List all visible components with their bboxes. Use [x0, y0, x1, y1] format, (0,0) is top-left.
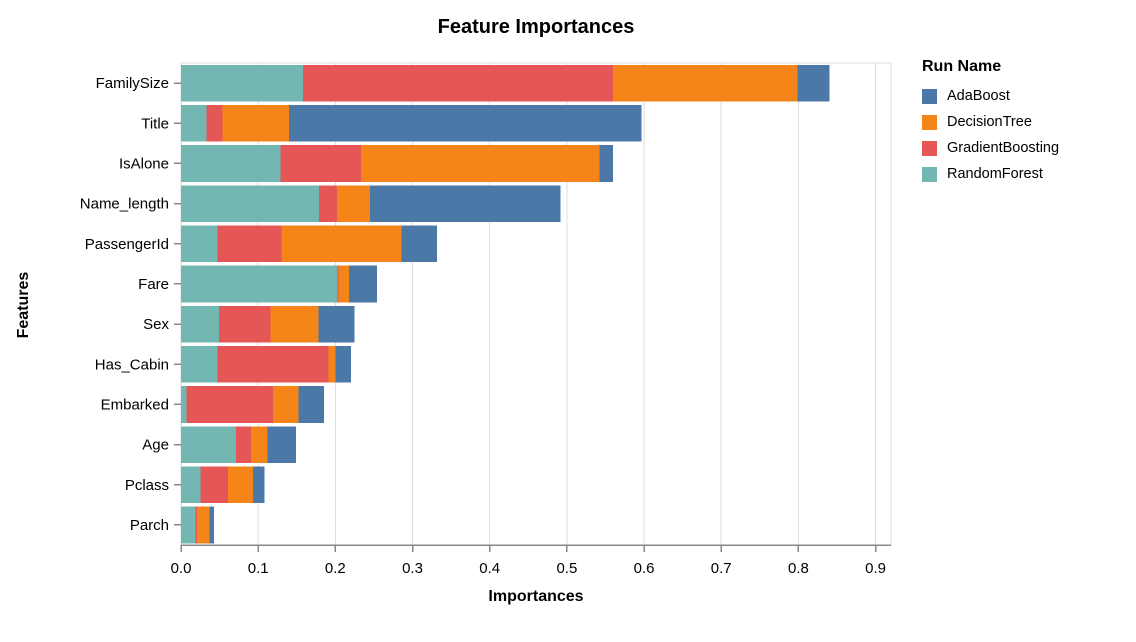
bar-segment-isalone-adaboost	[599, 145, 614, 182]
y-axis-title: Features	[15, 271, 32, 339]
bar-segment-age-gradientboosting	[235, 426, 252, 463]
bar-segment-has_cabin-adaboost	[335, 345, 351, 383]
y-category-label: Name_length	[80, 196, 169, 213]
bar-segment-title-randomforest	[181, 104, 207, 142]
y-category-label: Pclass	[125, 477, 169, 494]
y-category-label: Sex	[143, 316, 169, 333]
bar-segment-embarked-gradientboosting	[186, 386, 273, 423]
bar-segment-embarked-decisiontree	[272, 386, 299, 423]
legend-item-gradientboosting: GradientBoosting	[922, 140, 1132, 156]
x-tick-label: 0.1	[248, 560, 269, 577]
y-category-label: PassengerId	[85, 236, 169, 253]
legend-swatch-gradientboosting	[922, 140, 937, 156]
bar-segment-fare-randomforest	[181, 265, 338, 303]
x-tick-label: 0.5	[556, 560, 577, 577]
x-tick-label: 0.6	[634, 560, 655, 577]
bar-segment-pclass-randomforest	[181, 466, 201, 504]
bar-segment-familysize-randomforest	[181, 64, 303, 102]
legend-label: DecisionTree	[947, 114, 1032, 130]
bar-segment-sex-gradientboosting	[218, 305, 271, 343]
y-category-label: Fare	[138, 276, 169, 293]
x-tick-label: 0.2	[325, 560, 346, 577]
bar-segment-title-gradientboosting	[206, 104, 223, 142]
bar-segment-title-adaboost	[289, 104, 642, 142]
legend-item-decisiontree: DecisionTree	[922, 114, 1132, 130]
bar-segment-fare-adaboost	[349, 265, 378, 303]
bar-segment-isalone-gradientboosting	[280, 145, 361, 182]
x-tick-label: 0.8	[788, 560, 809, 577]
legend-items: AdaBoost DecisionTree GradientBoosting Rand…	[922, 88, 1132, 182]
bar-segment-familysize-adaboost	[797, 64, 830, 102]
bar-segment-has_cabin-randomforest	[181, 345, 218, 383]
bar-segment-has_cabin-decisiontree	[328, 345, 336, 383]
y-category-label: Parch	[130, 517, 169, 534]
bar-segment-fare-decisiontree	[338, 265, 350, 303]
x-tick-label: 0.9	[865, 560, 886, 577]
bar-segment-isalone-randomforest	[181, 145, 281, 182]
bar-segment-parch-randomforest	[181, 506, 196, 544]
bar-segment-pclass-adaboost	[252, 466, 265, 504]
bar-segment-age-adaboost	[267, 426, 296, 463]
legend-label: AdaBoost	[947, 88, 1010, 104]
y-category-label: IsAlone	[119, 155, 169, 172]
bar-segment-fare-gradientboosting	[337, 265, 339, 303]
y-category-label: FamilySize	[96, 75, 169, 92]
legend-title: Run Name	[922, 58, 1002, 75]
legend-item-randomforest: RandomForest	[922, 166, 1132, 182]
bar-segment-has_cabin-gradientboosting	[217, 345, 329, 383]
x-axis-title: Importances	[488, 588, 584, 605]
bar-segment-parch-gradientboosting	[195, 506, 198, 544]
bar-segment-sex-randomforest	[181, 305, 219, 343]
x-tick-label: 0.0	[171, 560, 192, 577]
bar-segment-pclass-decisiontree	[228, 466, 253, 504]
legend-label: RandomForest	[947, 166, 1043, 182]
bar-segment-name_length-adaboost	[370, 185, 561, 222]
legend-swatch-decisiontree	[922, 114, 937, 130]
bar-segment-passengerid-randomforest	[181, 225, 218, 263]
bar-segment-age-randomforest	[181, 426, 236, 463]
bar-segment-passengerid-decisiontree	[281, 225, 402, 263]
bar-segment-parch-adaboost	[209, 506, 215, 544]
x-tick-label: 0.3	[402, 560, 423, 577]
legend-swatch-adaboost	[922, 88, 937, 104]
bar-segment-familysize-gradientboosting	[302, 64, 614, 102]
y-category-label: Title	[141, 115, 169, 132]
legend-item-adaboost: AdaBoost	[922, 88, 1132, 104]
bar-segment-embarked-randomforest	[181, 386, 187, 423]
bar-segment-name_length-randomforest	[181, 185, 320, 222]
y-category-label: Has_Cabin	[95, 356, 169, 373]
bar-segment-passengerid-adaboost	[401, 225, 438, 263]
bar-segment-name_length-decisiontree	[336, 185, 371, 222]
x-tick-label: 0.7	[711, 560, 732, 577]
bar-segment-embarked-adaboost	[298, 386, 324, 423]
legend-label: GradientBoosting	[947, 140, 1060, 156]
bar-segment-age-decisiontree	[251, 426, 268, 463]
bar-segment-isalone-decisiontree	[360, 145, 600, 182]
bar-segment-name_length-gradientboosting	[319, 185, 337, 222]
chart-title: Feature Importances	[437, 16, 635, 38]
bar-segment-passengerid-gradientboosting	[217, 225, 282, 263]
bar-segment-pclass-gradientboosting	[200, 466, 229, 504]
bar-segment-familysize-decisiontree	[613, 64, 798, 102]
y-category-label: Embarked	[101, 396, 169, 413]
bar-segment-sex-adaboost	[318, 305, 355, 343]
x-tick-label: 0.4	[479, 560, 500, 577]
bar-segment-sex-decisiontree	[270, 305, 319, 343]
bar-segment-title-decisiontree	[222, 104, 290, 142]
legend: Run Name AdaBoost DecisionTree GradientBoo…	[922, 58, 1132, 192]
bar-segment-parch-decisiontree	[197, 506, 210, 544]
y-category-label: Age	[142, 437, 169, 454]
legend-swatch-randomforest	[922, 166, 937, 182]
